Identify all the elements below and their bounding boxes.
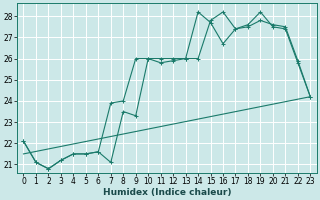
X-axis label: Humidex (Indice chaleur): Humidex (Indice chaleur) xyxy=(103,188,231,197)
